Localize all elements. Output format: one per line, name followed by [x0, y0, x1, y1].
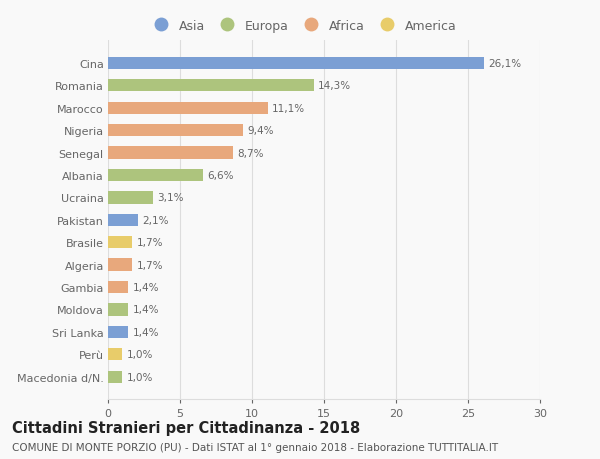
Text: 1,4%: 1,4% [133, 282, 159, 292]
Bar [108, 169, 203, 182]
Text: 1,4%: 1,4% [133, 305, 159, 315]
Text: 6,6%: 6,6% [208, 171, 234, 180]
Bar [108, 214, 138, 226]
Bar [108, 80, 314, 92]
Legend: Asia, Europa, Africa, America: Asia, Europa, Africa, America [146, 17, 459, 35]
Text: 1,7%: 1,7% [137, 238, 163, 248]
Bar [108, 236, 133, 249]
Text: 1,0%: 1,0% [127, 350, 153, 359]
Text: COMUNE DI MONTE PORZIO (PU) - Dati ISTAT al 1° gennaio 2018 - Elaborazione TUTTI: COMUNE DI MONTE PORZIO (PU) - Dati ISTAT… [12, 442, 498, 452]
Text: 26,1%: 26,1% [488, 59, 521, 69]
Bar [108, 304, 128, 316]
Text: 14,3%: 14,3% [318, 81, 352, 91]
Text: 2,1%: 2,1% [143, 215, 169, 225]
Text: 9,4%: 9,4% [248, 126, 274, 136]
Bar [108, 281, 128, 294]
Bar [108, 371, 122, 383]
Text: 11,1%: 11,1% [272, 103, 305, 113]
Text: 1,7%: 1,7% [137, 260, 163, 270]
Bar [108, 192, 152, 204]
Bar [108, 326, 128, 338]
Bar [108, 348, 122, 361]
Text: Cittadini Stranieri per Cittadinanza - 2018: Cittadini Stranieri per Cittadinanza - 2… [12, 420, 360, 435]
Bar [108, 125, 244, 137]
Bar [108, 102, 268, 115]
Text: 1,4%: 1,4% [133, 327, 159, 337]
Bar [108, 57, 484, 70]
Text: 8,7%: 8,7% [238, 148, 264, 158]
Bar [108, 259, 133, 271]
Bar [108, 147, 233, 159]
Text: 1,0%: 1,0% [127, 372, 153, 382]
Text: 3,1%: 3,1% [157, 193, 184, 203]
